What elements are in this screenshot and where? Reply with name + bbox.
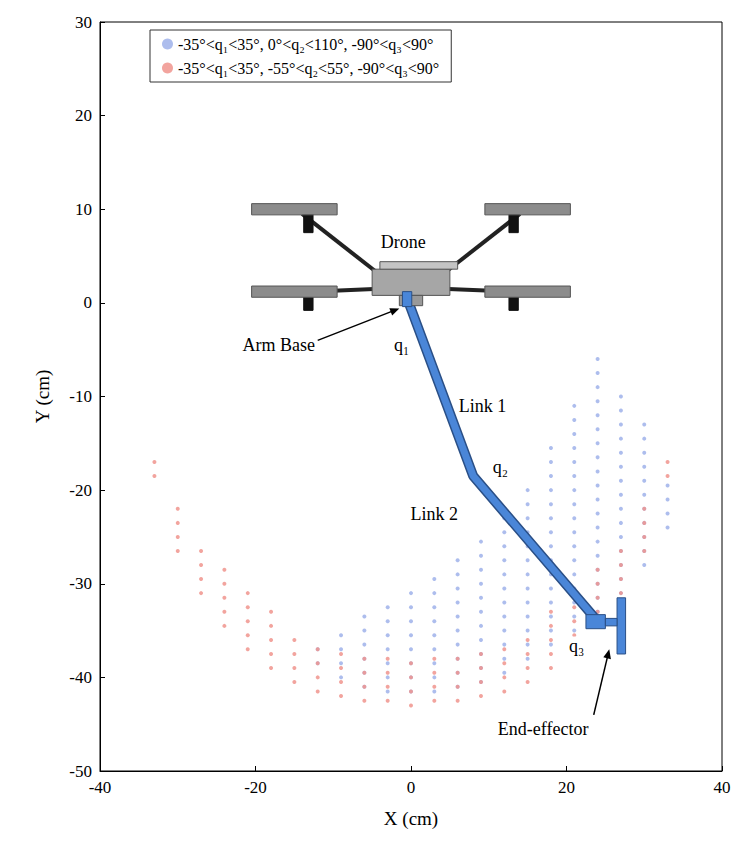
- svg-text:q₂: q₂: [493, 457, 508, 477]
- svg-text:q₁: q₁: [394, 335, 409, 355]
- svg-text:Link 2: Link 2: [411, 504, 459, 524]
- svg-text:0: 0: [407, 778, 416, 797]
- svg-text:-20: -20: [69, 481, 92, 500]
- svg-text:-10: -10: [69, 387, 92, 406]
- svg-text:-40: -40: [89, 778, 112, 797]
- svg-text:20: 20: [75, 106, 92, 125]
- svg-text:0: 0: [84, 293, 93, 312]
- svg-text:-30: -30: [69, 574, 92, 593]
- svg-text:X (cm): X (cm): [384, 808, 438, 830]
- svg-text:-35°<q₁<35°, 0°<q₂<110°, -90°<: -35°<q₁<35°, 0°<q₂<110°, -90°<q₃<90°: [178, 36, 433, 54]
- svg-text:40: 40: [714, 778, 731, 797]
- svg-text:Drone: Drone: [381, 232, 426, 252]
- svg-text:20: 20: [558, 778, 575, 797]
- svg-text:-40: -40: [69, 668, 92, 687]
- svg-text:Y (cm): Y (cm): [32, 370, 54, 424]
- svg-text:-35°<q₁<35°, -55°<q₂<55°, -90°: -35°<q₁<35°, -55°<q₂<55°, -90°<q₃<90°: [178, 60, 439, 78]
- svg-text:Arm Base: Arm Base: [243, 335, 315, 355]
- svg-text:Link 1: Link 1: [459, 396, 507, 416]
- svg-text:30: 30: [75, 13, 92, 32]
- svg-text:-20: -20: [244, 778, 267, 797]
- svg-text:-50: -50: [69, 761, 92, 781]
- svg-text:End-effector: End-effector: [498, 719, 589, 739]
- svg-text:10: 10: [75, 200, 92, 219]
- svg-text:q₃: q₃: [569, 636, 584, 656]
